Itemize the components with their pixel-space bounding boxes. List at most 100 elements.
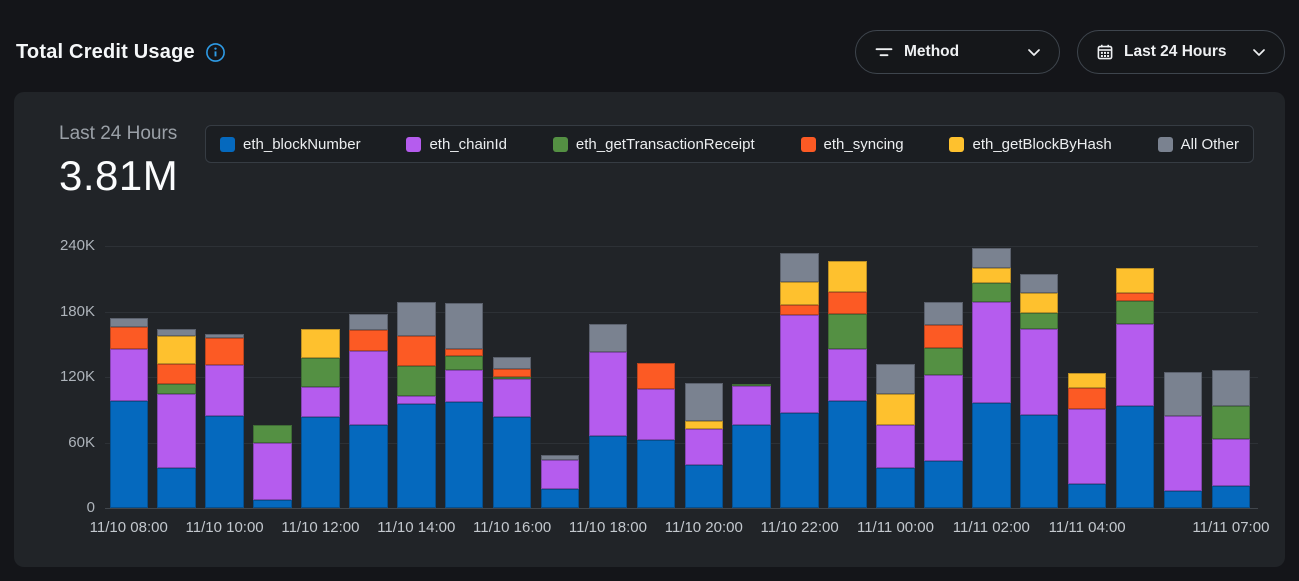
- legend-item-eth_syncing[interactable]: eth_syncing: [800, 136, 904, 153]
- bar-segment-all-other[interactable]: [205, 334, 244, 338]
- stacked-bar[interactable]: [349, 313, 388, 508]
- bar-segment-eth_chainid[interactable]: [444, 370, 484, 403]
- stacked-bar[interactable]: [157, 329, 196, 508]
- bar-segment-all-other[interactable]: [684, 382, 724, 421]
- bar-segment-eth_syncing[interactable]: [636, 362, 676, 390]
- bar-segment-eth_blocknumber[interactable]: [205, 416, 244, 508]
- bar-segment-all-other[interactable]: [1211, 370, 1251, 407]
- legend-item-eth_chainid[interactable]: eth_chainId: [406, 136, 507, 153]
- bar-segment-eth_chainid[interactable]: [540, 459, 580, 490]
- bar-segment-eth_syncing[interactable]: [109, 326, 148, 349]
- stacked-bar[interactable]: [732, 383, 771, 508]
- bar-segment-all-other[interactable]: [397, 301, 436, 336]
- bar-segment-eth_chainid[interactable]: [157, 394, 196, 468]
- bar-segment-eth_chainid[interactable]: [492, 379, 532, 418]
- bar-segment-eth_gettransactionreceipt[interactable]: [924, 347, 963, 375]
- stacked-bar[interactable]: [972, 248, 1011, 508]
- bar-segment-eth_getblockbyhash[interactable]: [828, 261, 867, 292]
- bar-segment-eth_chainid[interactable]: [109, 348, 148, 402]
- info-icon[interactable]: [205, 42, 226, 63]
- bar-segment-all-other[interactable]: [588, 323, 628, 352]
- bar-segment-eth_getblockbyhash[interactable]: [780, 282, 819, 305]
- bar-segment-eth_blocknumber[interactable]: [1019, 415, 1059, 508]
- bar-segment-eth_syncing[interactable]: [157, 363, 196, 384]
- bar-segment-eth_chainid[interactable]: [253, 442, 292, 501]
- bar-segment-eth_chainid[interactable]: [1067, 408, 1107, 484]
- bar-segment-all-other[interactable]: [492, 357, 532, 370]
- stacked-bar[interactable]: [1211, 370, 1251, 508]
- stacked-bar[interactable]: [109, 318, 148, 508]
- bar-segment-all-other[interactable]: [780, 252, 819, 283]
- bar-segment-all-other[interactable]: [109, 318, 148, 327]
- bar-segment-eth_chainid[interactable]: [1115, 323, 1155, 407]
- bar-segment-eth_blocknumber[interactable]: [1211, 486, 1251, 508]
- bar-segment-eth_syncing[interactable]: [924, 324, 963, 348]
- method-filter-dropdown[interactable]: Method: [855, 30, 1060, 74]
- stacked-bar[interactable]: [1067, 372, 1107, 508]
- bar-segment-eth_syncing[interactable]: [780, 304, 819, 315]
- bar-segment-eth_getblockbyhash[interactable]: [1019, 292, 1059, 313]
- bar-segment-all-other[interactable]: [924, 301, 963, 325]
- bar-segment-all-other[interactable]: [1019, 274, 1059, 293]
- bar-segment-eth_blocknumber[interactable]: [636, 440, 676, 508]
- legend-item-eth_gettransactionreceipt[interactable]: eth_getTransactionReceipt: [552, 136, 755, 153]
- bar-segment-eth_syncing[interactable]: [397, 335, 436, 367]
- bar-segment-eth_blocknumber[interactable]: [157, 467, 196, 508]
- bar-segment-eth_syncing[interactable]: [828, 291, 867, 314]
- bar-segment-eth_blocknumber[interactable]: [444, 402, 484, 508]
- stacked-bar[interactable]: [301, 329, 340, 508]
- bar-segment-eth_chainid[interactable]: [972, 301, 1011, 404]
- bar-segment-eth_chainid[interactable]: [349, 350, 388, 426]
- stacked-bar[interactable]: [876, 363, 915, 508]
- stacked-bar[interactable]: [492, 357, 532, 508]
- bar-segment-eth_chainid[interactable]: [876, 425, 915, 468]
- bar-segment-eth_blocknumber[interactable]: [349, 425, 388, 508]
- stacked-bar[interactable]: [540, 454, 580, 508]
- bar-segment-eth_blocknumber[interactable]: [684, 465, 724, 508]
- bar-segment-eth_getblockbyhash[interactable]: [684, 420, 724, 430]
- stacked-bar[interactable]: [1019, 274, 1059, 508]
- stacked-bar[interactable]: [444, 302, 484, 508]
- bar-segment-eth_chainid[interactable]: [1163, 416, 1203, 491]
- bar-segment-eth_blocknumber[interactable]: [924, 461, 963, 508]
- bar-segment-eth_chainid[interactable]: [205, 365, 244, 417]
- stacked-bar[interactable]: [588, 323, 628, 508]
- stacked-bar[interactable]: [397, 301, 436, 508]
- bar-segment-eth_gettransactionreceipt[interactable]: [828, 313, 867, 349]
- bar-segment-eth_gettransactionreceipt[interactable]: [444, 356, 484, 371]
- bar-segment-eth_blocknumber[interactable]: [972, 403, 1011, 508]
- bar-segment-all-other[interactable]: [540, 454, 580, 460]
- bar-segment-eth_chainid[interactable]: [732, 385, 771, 426]
- bar-segment-eth_blocknumber[interactable]: [301, 417, 340, 508]
- bar-segment-eth_chainid[interactable]: [684, 429, 724, 466]
- bar-segment-eth_syncing[interactable]: [349, 330, 388, 351]
- bar-segment-eth_blocknumber[interactable]: [1067, 483, 1107, 508]
- bar-segment-eth_blocknumber[interactable]: [253, 500, 292, 508]
- bar-segment-eth_chainid[interactable]: [397, 395, 436, 405]
- bar-segment-eth_gettransactionreceipt[interactable]: [253, 425, 292, 443]
- bar-segment-all-other[interactable]: [349, 313, 388, 331]
- bar-segment-eth_gettransactionreceipt[interactable]: [972, 283, 1011, 302]
- legend-item-eth_getblockbyhash[interactable]: eth_getBlockByHash: [949, 136, 1112, 153]
- bar-segment-eth_blocknumber[interactable]: [732, 425, 771, 508]
- bar-segment-all-other[interactable]: [876, 363, 915, 395]
- bar-segment-eth_blocknumber[interactable]: [588, 435, 628, 508]
- bar-segment-eth_gettransactionreceipt[interactable]: [301, 358, 340, 387]
- stacked-bar[interactable]: [1163, 371, 1203, 508]
- bar-segment-eth_getblockbyhash[interactable]: [876, 394, 915, 426]
- bar-segment-eth_getblockbyhash[interactable]: [972, 267, 1011, 284]
- bar-segment-all-other[interactable]: [157, 329, 196, 336]
- bar-segment-eth_syncing[interactable]: [205, 337, 244, 366]
- stacked-bar[interactable]: [828, 261, 867, 508]
- bar-segment-all-other[interactable]: [444, 302, 484, 349]
- bar-segment-eth_gettransactionreceipt[interactable]: [492, 377, 532, 380]
- time-range-dropdown[interactable]: Last 24 Hours: [1077, 30, 1285, 74]
- bar-segment-eth_blocknumber[interactable]: [1163, 490, 1203, 508]
- bar-segment-eth_blocknumber[interactable]: [876, 467, 915, 508]
- bar-segment-eth_chainid[interactable]: [588, 351, 628, 436]
- bar-segment-eth_blocknumber[interactable]: [540, 489, 580, 508]
- bar-segment-eth_syncing[interactable]: [492, 369, 532, 378]
- bar-segment-eth_gettransactionreceipt[interactable]: [1115, 300, 1155, 324]
- stacked-bar[interactable]: [684, 382, 724, 508]
- bar-segment-eth_blocknumber[interactable]: [780, 413, 819, 508]
